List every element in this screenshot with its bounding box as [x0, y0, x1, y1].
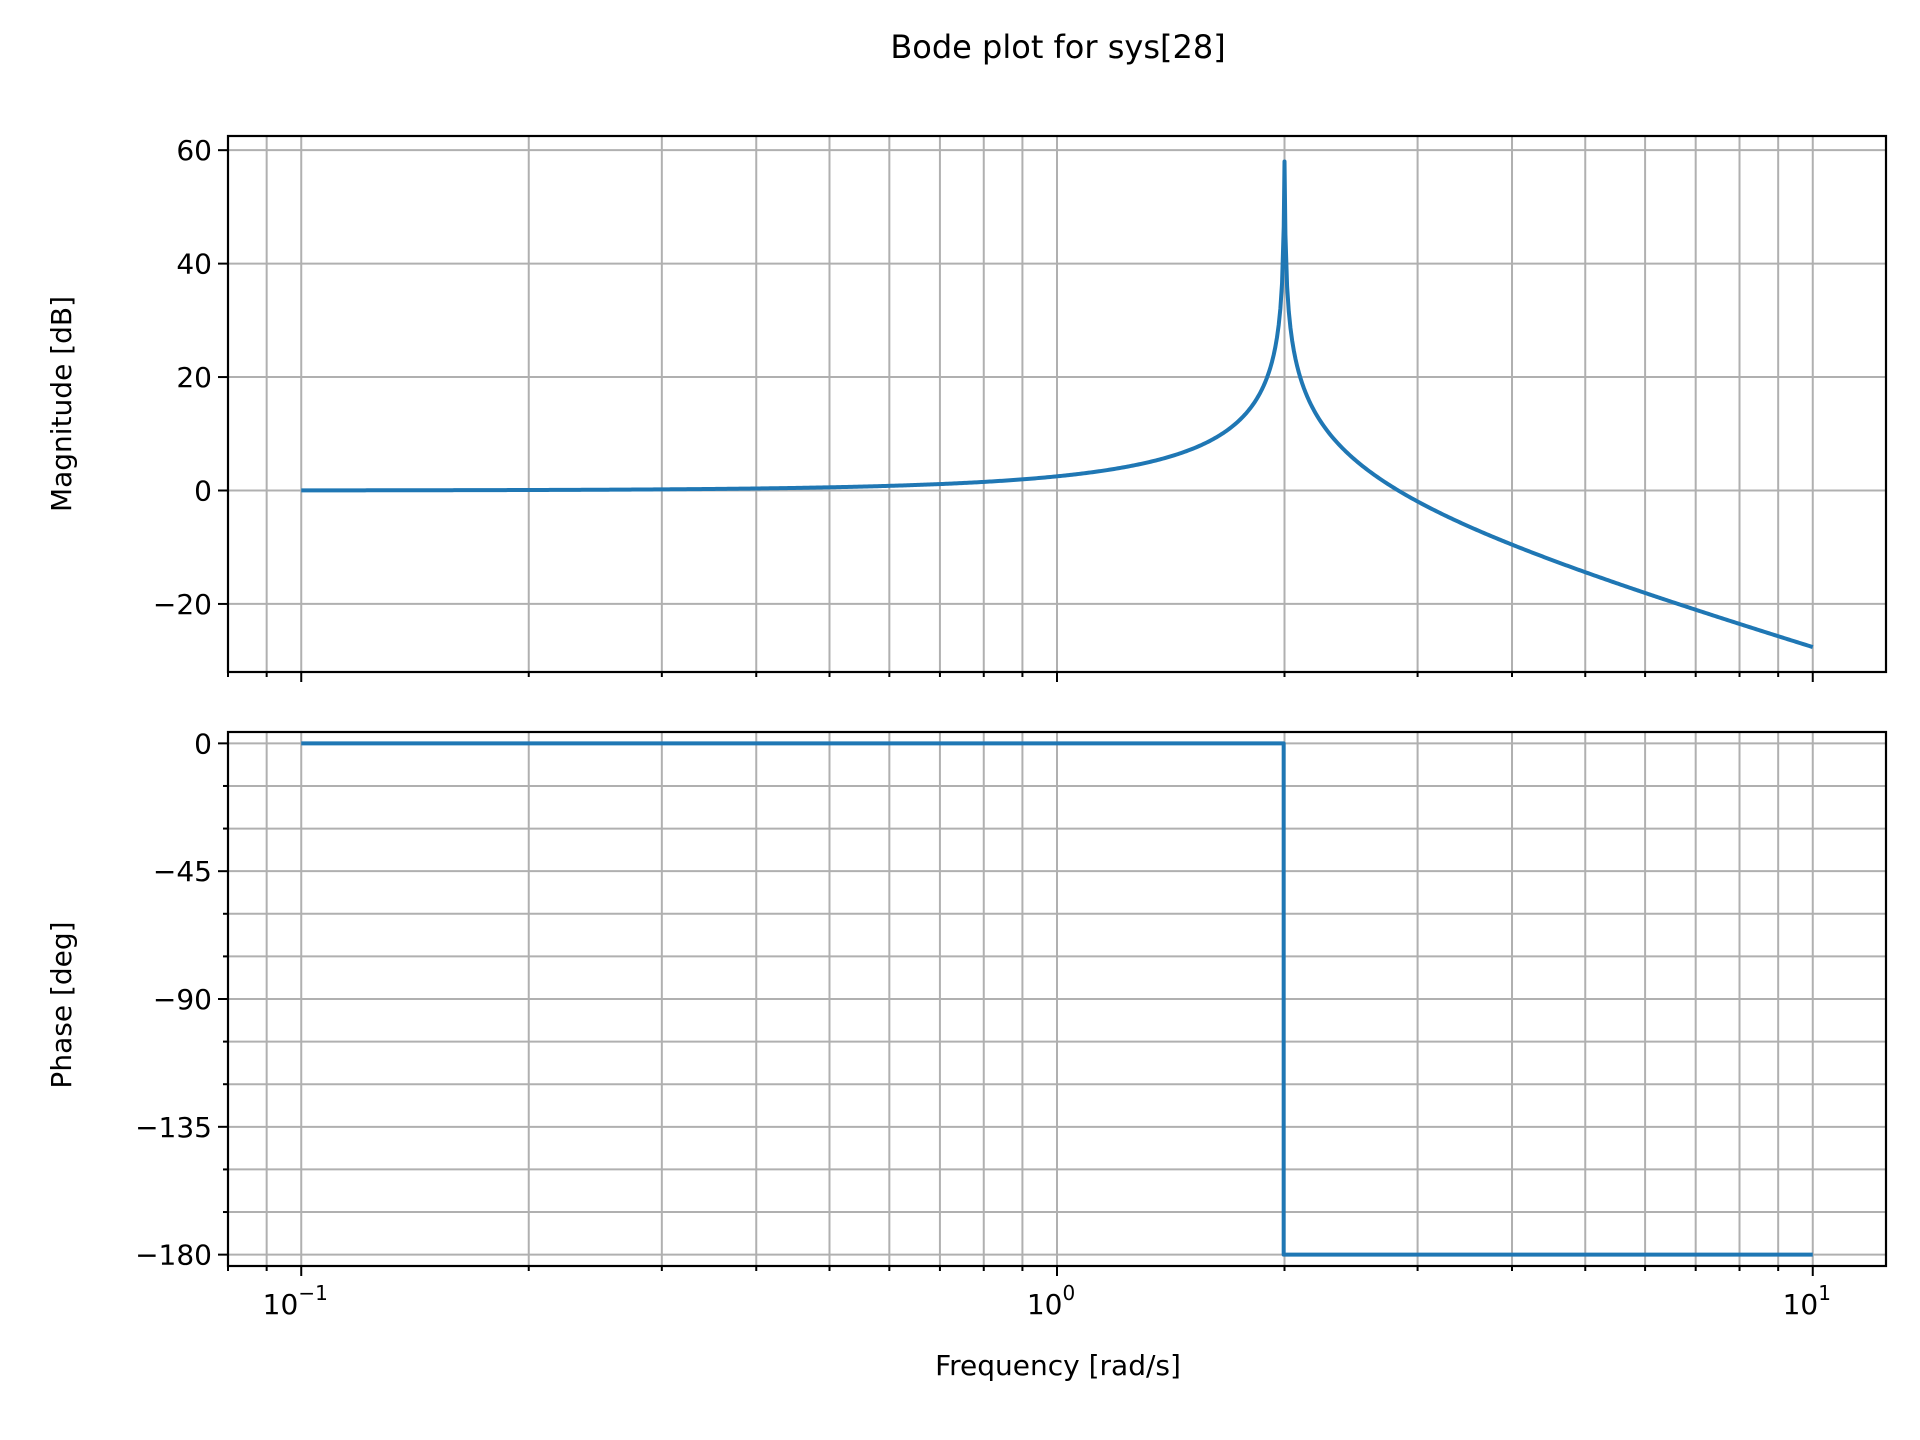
magnitude-ytick-label: 20	[176, 361, 212, 394]
frequency-xtick-label: 101	[1783, 1281, 1831, 1321]
phase-curve	[301, 741, 1813, 1257]
phase-ytick-label: −135	[135, 1111, 212, 1144]
magnitude-ytick-label: 40	[176, 248, 212, 281]
phase-ytick-label: −90	[153, 983, 212, 1016]
phase-axes: 0 −45 −90 −135 −180 10−1 100 101	[135, 727, 1888, 1321]
magnitude-ytick-label: 60	[176, 134, 212, 167]
magnitude-grid	[227, 136, 1886, 672]
frequency-xtick-label: 10−1	[263, 1281, 328, 1321]
phase-axis-label: Phase [deg]	[45, 921, 78, 1088]
magnitude-ytick-label: 0	[194, 474, 212, 507]
magnitude-axes: 60 40 20 0 −20	[153, 134, 1888, 682]
frequency-xtick-label: 100	[1027, 1281, 1075, 1321]
magnitude-curve	[300, 159, 1814, 649]
magnitude-ytick-label: −20	[153, 588, 212, 621]
phase-grid	[227, 732, 1886, 1266]
frequency-axis-label: Frequency [rad/s]	[935, 1349, 1181, 1382]
phase-ytick-label: 0	[194, 727, 212, 760]
phase-ytick-label: −180	[135, 1239, 212, 1272]
phase-ytick-label: −45	[153, 855, 212, 888]
chart-title: Bode plot for sys[28]	[890, 28, 1225, 66]
magnitude-axis-label: Magnitude [dB]	[45, 296, 78, 512]
